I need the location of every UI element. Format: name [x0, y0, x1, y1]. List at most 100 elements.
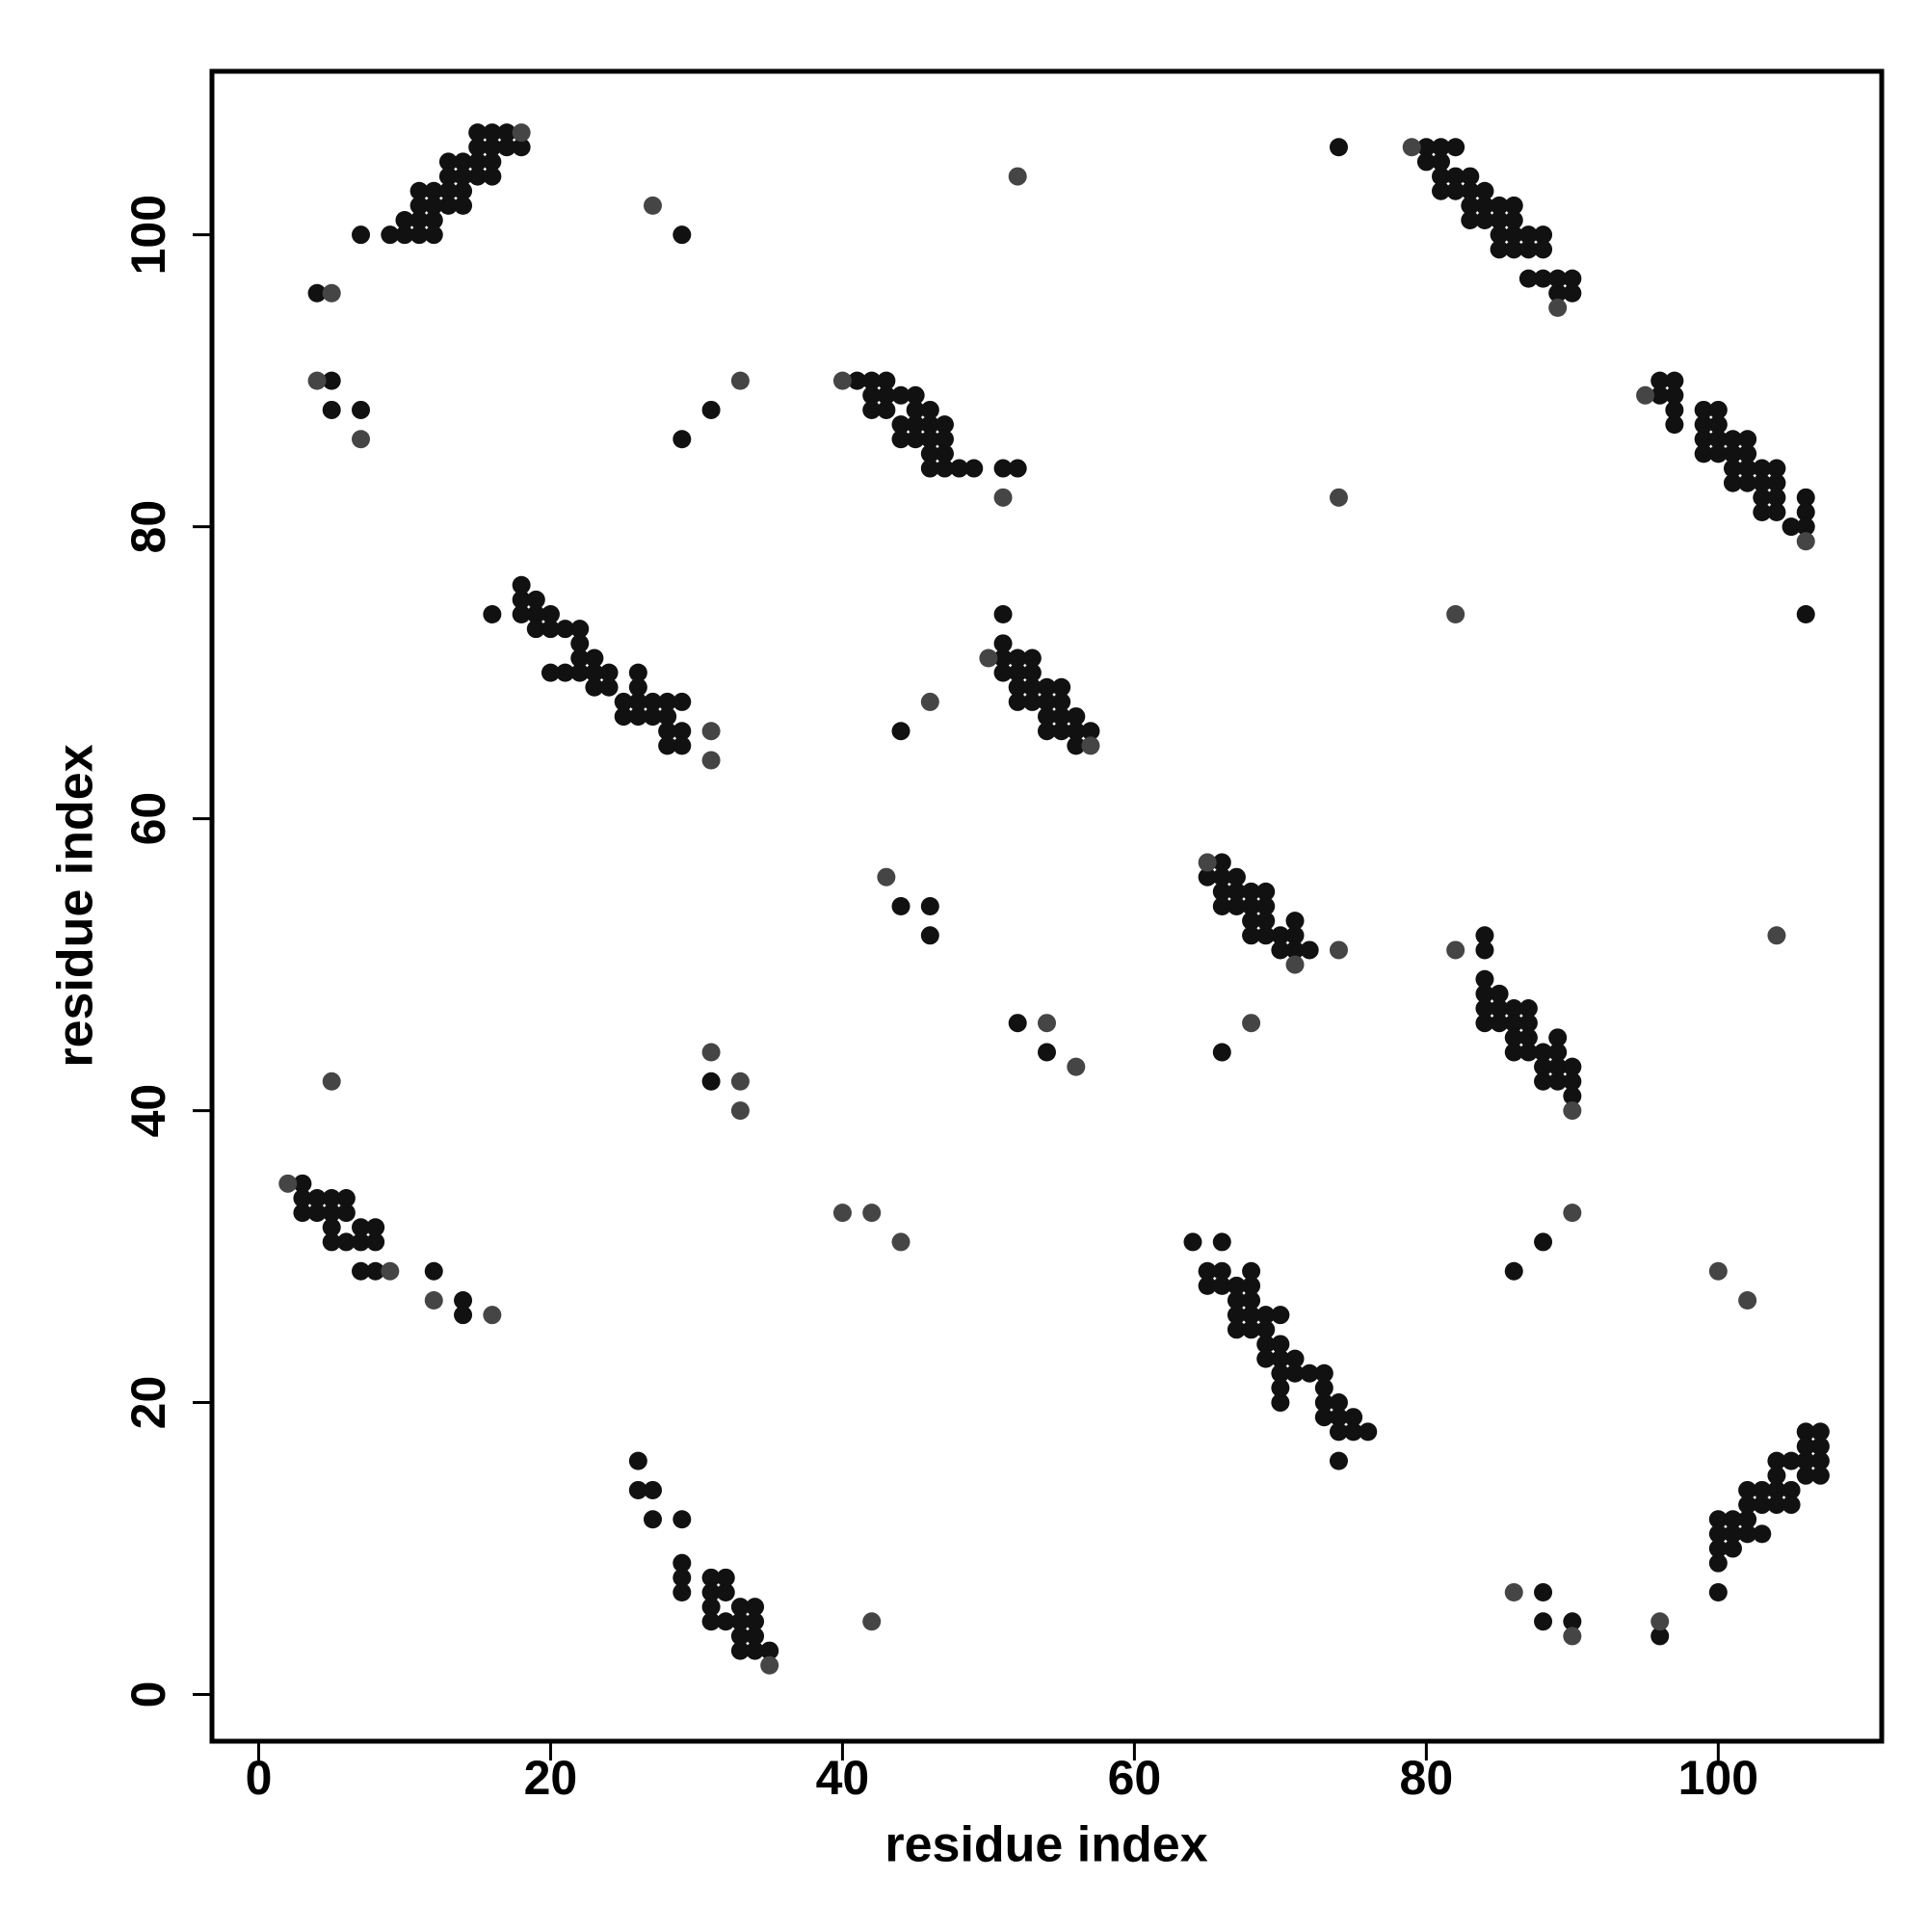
point — [1198, 853, 1217, 872]
point — [1518, 269, 1538, 288]
point — [1329, 488, 1348, 507]
point — [1563, 269, 1582, 288]
point — [628, 707, 647, 727]
point — [526, 605, 545, 624]
point — [1490, 984, 1509, 1003]
point — [1534, 1072, 1553, 1091]
point — [1227, 1276, 1246, 1295]
point — [438, 152, 458, 172]
point — [832, 1204, 852, 1223]
point — [1285, 955, 1305, 974]
point — [1314, 1378, 1333, 1397]
point — [1446, 138, 1465, 157]
point — [483, 1306, 502, 1325]
point — [1461, 167, 1480, 186]
point — [1242, 1261, 1261, 1281]
point — [1446, 605, 1465, 624]
point — [1548, 1072, 1568, 1091]
point — [468, 152, 488, 172]
point — [1329, 138, 1348, 157]
point — [1242, 926, 1261, 945]
point — [366, 1232, 385, 1252]
point — [1329, 1422, 1348, 1442]
point — [352, 1232, 371, 1252]
point — [1490, 240, 1509, 259]
point — [906, 385, 925, 405]
point — [1271, 940, 1290, 960]
point — [1285, 926, 1305, 945]
point — [336, 1232, 356, 1252]
point — [730, 371, 750, 390]
point — [673, 225, 692, 245]
point — [1738, 1480, 1757, 1499]
point — [1636, 385, 1655, 405]
point — [409, 181, 429, 200]
point — [1008, 1014, 1027, 1033]
point — [336, 1204, 356, 1223]
point — [1271, 1378, 1290, 1397]
point — [1548, 1057, 1568, 1076]
point — [628, 1480, 647, 1499]
point — [1518, 240, 1538, 259]
point — [556, 663, 575, 682]
point — [1314, 1408, 1333, 1427]
point — [1753, 1495, 1772, 1515]
point — [1081, 736, 1100, 755]
point — [1402, 138, 1421, 157]
point — [906, 400, 925, 419]
point — [673, 1553, 692, 1573]
point — [1256, 1349, 1276, 1368]
point — [1183, 1232, 1202, 1252]
point — [1300, 940, 1319, 960]
point — [1242, 1291, 1261, 1310]
point — [454, 167, 473, 186]
point — [701, 1582, 721, 1601]
point — [352, 400, 371, 419]
point — [746, 1598, 765, 1617]
point — [1694, 415, 1713, 435]
point — [1285, 940, 1305, 960]
point — [1518, 225, 1538, 245]
point — [673, 736, 692, 755]
point — [1329, 1408, 1348, 1427]
point — [1008, 648, 1027, 668]
point — [1548, 1043, 1568, 1062]
point — [570, 634, 590, 653]
point — [993, 648, 1013, 668]
point — [891, 897, 911, 915]
point — [570, 648, 590, 668]
point — [862, 1204, 882, 1223]
y-tick-label: 100 — [121, 195, 175, 275]
point — [409, 196, 429, 215]
point — [746, 1627, 765, 1646]
point — [891, 385, 911, 405]
point — [1416, 152, 1436, 172]
point — [1548, 283, 1568, 303]
point — [1796, 1451, 1815, 1470]
point — [352, 1218, 371, 1237]
point — [424, 211, 443, 230]
point — [1796, 1422, 1815, 1442]
point — [1212, 1261, 1231, 1281]
point — [1738, 459, 1757, 478]
point — [730, 1627, 750, 1646]
point — [1212, 853, 1231, 872]
point — [1212, 1232, 1231, 1252]
point — [1256, 1335, 1276, 1354]
point — [1723, 1510, 1742, 1529]
point — [1052, 677, 1071, 697]
point — [1563, 1204, 1582, 1223]
point — [1534, 1043, 1553, 1062]
point — [1665, 415, 1684, 435]
point — [585, 677, 604, 697]
point — [1518, 1014, 1538, 1033]
point — [1475, 984, 1494, 1003]
point — [1227, 1306, 1246, 1325]
point — [468, 167, 488, 186]
point — [1344, 1408, 1363, 1427]
y-tick-label: 0 — [121, 1681, 175, 1708]
point — [1432, 167, 1451, 186]
point — [628, 1451, 647, 1470]
point — [1738, 1495, 1757, 1515]
